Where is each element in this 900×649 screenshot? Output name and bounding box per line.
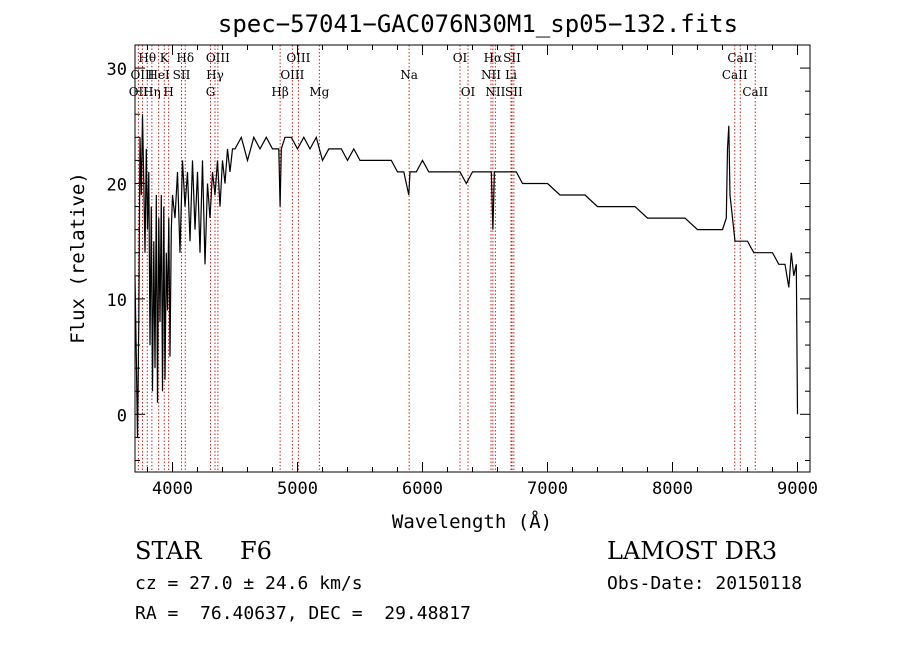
line-label-12: Hβ <box>271 85 288 99</box>
axis-ticks: 4000 5000 6000 7000 8000 9000 0 10 20 30 <box>107 44 818 499</box>
redshift-cz: cz = 27.0 ± 24.6 km/s <box>135 573 363 594</box>
spectral-line-markers <box>137 45 756 472</box>
line-label-11: G <box>206 85 216 99</box>
line-label-1: H <box>163 85 173 99</box>
line-label-26: CaII <box>727 51 753 65</box>
line-label-20: Hα <box>484 51 503 65</box>
line-label-24: SII <box>505 85 523 99</box>
line-label-17: OI <box>453 51 468 65</box>
line-label-6: OIII <box>130 68 154 82</box>
line-label-19: NII <box>481 68 501 82</box>
line-label-8: Hδ <box>176 51 194 65</box>
line-label-22: Li <box>505 68 517 82</box>
x-tick-label-3: 7000 <box>527 479 568 499</box>
y-tick-label-2: 20 <box>107 175 127 195</box>
line-label-18: OI <box>461 85 476 99</box>
survey-name: LAMOST DR3 <box>607 537 778 565</box>
line-label-4: Hθ <box>138 51 156 65</box>
spectrum-line <box>134 114 799 438</box>
line-label-13: OIII <box>280 68 304 82</box>
y-tick-label-3: 30 <box>107 60 127 80</box>
object-class: STAR <box>135 537 202 565</box>
y-tick-label-1: 10 <box>107 291 127 311</box>
line-label-0: K <box>160 51 170 65</box>
line-label-25: CaII <box>722 68 748 82</box>
line-label-16: Na <box>400 68 418 82</box>
line-label-7: SII <box>173 68 191 82</box>
y-tick-label-0: 0 <box>117 406 127 426</box>
line-label-23: SII <box>503 51 521 65</box>
line-label-15: Mg <box>309 85 329 99</box>
line-label-3: Hη <box>143 85 161 99</box>
x-tick-label-5: 9000 <box>777 479 818 499</box>
line-label-21: NII <box>485 85 505 99</box>
x-tick-label-4: 8000 <box>652 479 693 499</box>
x-tick-label-2: 6000 <box>402 479 443 499</box>
chart-title: spec−57041−GAC076N30M1_sp05−132.fits <box>218 10 738 38</box>
ra-dec: RA = 76.40637, DEC = 29.48817 <box>135 603 471 624</box>
line-label-14: OIII <box>286 51 310 65</box>
line-label-2: OII <box>129 85 149 99</box>
obs-date: Obs-Date: 20150118 <box>607 573 803 594</box>
y-axis-label: Flux (relative) <box>67 172 89 344</box>
line-label-5: HeI <box>147 68 170 82</box>
line-label-10: Hγ <box>206 68 224 82</box>
x-axis-label: Wavelength (Å) <box>392 510 552 533</box>
object-subclass: F6 <box>240 537 272 565</box>
x-tick-label-0: 4000 <box>152 479 193 499</box>
line-label-9: OIII <box>206 51 230 65</box>
line-label-27: CaII <box>742 85 768 99</box>
plot-frame <box>134 44 811 473</box>
x-tick-label-1: 5000 <box>277 479 318 499</box>
